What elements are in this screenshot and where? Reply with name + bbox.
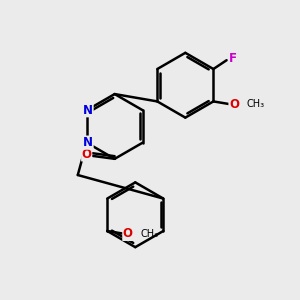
Text: F: F (229, 52, 236, 65)
Text: O: O (123, 227, 133, 240)
Text: N: N (83, 104, 93, 117)
Text: CH₃: CH₃ (140, 229, 158, 239)
Text: O: O (82, 148, 92, 161)
Text: N: N (83, 136, 93, 149)
Text: O: O (229, 98, 239, 111)
Text: CH₃: CH₃ (246, 99, 265, 110)
